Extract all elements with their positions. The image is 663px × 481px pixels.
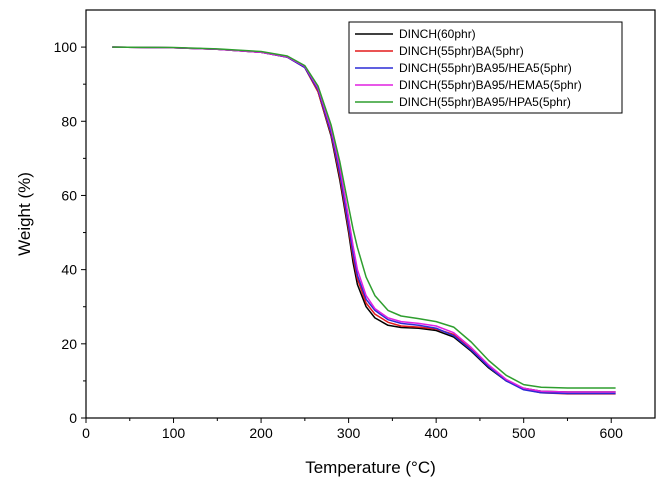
- legend-label: DINCH(55phr)BA95/HPA5(5phr): [399, 95, 571, 109]
- x-tick-label: 300: [337, 425, 361, 441]
- x-tick-label: 0: [82, 425, 90, 441]
- legend-label: DINCH(55phr)BA95/HEMA5(5phr): [399, 78, 582, 92]
- x-axis-title: Temperature (°C): [305, 458, 436, 477]
- axes: 0 100 200 300 400 500 600 0 20 40 60 80 100: [54, 9, 656, 441]
- legend-box: [348, 21, 623, 114]
- plot-frame: [85, 9, 656, 419]
- y-tick-label: 60: [61, 187, 77, 203]
- y-tick-label: 20: [61, 336, 77, 352]
- x-tick-label: 100: [162, 425, 186, 441]
- y-tick-label: 40: [61, 262, 77, 278]
- x-tick-label: 500: [512, 425, 536, 441]
- y-tick-label: 100: [54, 39, 78, 55]
- y-axis-title: Weight (%): [15, 172, 34, 256]
- series-line-5: [112, 46, 616, 389]
- legend-label: DINCH(55phr)BA(5phr): [399, 44, 524, 58]
- legend-label: DINCH(55phr)BA95/HEA5(5phr): [399, 61, 572, 75]
- x-tick-label: 200: [249, 425, 273, 441]
- series-group: [112, 46, 616, 395]
- legend: DINCH(60phr) DINCH(55phr)BA(5phr) DINCH(55…: [348, 21, 623, 114]
- x-tick-label: 400: [424, 425, 448, 441]
- y-tick-label: 80: [61, 113, 77, 129]
- y-tick-label: 0: [69, 410, 77, 426]
- x-tick-label: 600: [600, 425, 624, 441]
- legend-label: DINCH(60phr): [399, 27, 476, 41]
